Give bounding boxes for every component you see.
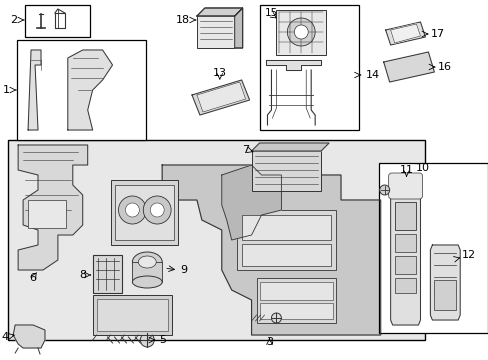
- Circle shape: [140, 333, 154, 347]
- Text: 11: 11: [399, 165, 413, 175]
- Polygon shape: [197, 8, 242, 16]
- Bar: [276, 10, 325, 55]
- Bar: [259, 282, 332, 300]
- Ellipse shape: [132, 276, 162, 288]
- Bar: [433, 280, 455, 310]
- Bar: [394, 202, 416, 230]
- Polygon shape: [28, 50, 41, 130]
- Polygon shape: [266, 60, 321, 70]
- Bar: [378, 163, 487, 333]
- Bar: [110, 180, 178, 245]
- Bar: [25, 5, 89, 37]
- Bar: [251, 151, 321, 191]
- Ellipse shape: [132, 252, 162, 272]
- Text: 18: 18: [176, 15, 190, 25]
- Bar: [241, 244, 330, 266]
- Circle shape: [379, 185, 389, 195]
- Text: 15: 15: [264, 8, 277, 18]
- Text: 8: 8: [80, 270, 86, 280]
- Text: 6: 6: [29, 273, 37, 283]
- Text: 10: 10: [415, 163, 428, 173]
- Text: 3: 3: [265, 337, 272, 347]
- Bar: [92, 295, 172, 335]
- Text: 13: 13: [212, 68, 226, 78]
- Circle shape: [294, 25, 307, 39]
- Circle shape: [125, 203, 139, 217]
- Polygon shape: [390, 175, 420, 325]
- Polygon shape: [197, 82, 245, 112]
- Text: 14: 14: [365, 70, 379, 80]
- Bar: [97, 299, 168, 331]
- Bar: [92, 255, 122, 293]
- Text: 1: 1: [3, 85, 10, 95]
- Text: 12: 12: [461, 250, 475, 260]
- Ellipse shape: [138, 256, 156, 268]
- Circle shape: [287, 18, 315, 46]
- Circle shape: [150, 203, 164, 217]
- Text: 7: 7: [242, 145, 249, 155]
- Polygon shape: [234, 8, 242, 48]
- Bar: [259, 5, 358, 130]
- Circle shape: [143, 196, 171, 224]
- Bar: [256, 278, 335, 323]
- Text: 2: 2: [10, 15, 17, 25]
- Text: 16: 16: [436, 62, 450, 72]
- Text: 4: 4: [1, 332, 8, 342]
- Bar: [17, 40, 146, 140]
- Polygon shape: [192, 80, 249, 115]
- FancyBboxPatch shape: [388, 173, 422, 199]
- Bar: [394, 234, 416, 252]
- Circle shape: [271, 313, 281, 323]
- Text: 5: 5: [159, 335, 166, 345]
- Bar: [132, 262, 162, 282]
- Text: 9: 9: [180, 265, 187, 275]
- Polygon shape: [222, 165, 281, 240]
- Text: 17: 17: [429, 29, 444, 39]
- Bar: [8, 140, 425, 340]
- Bar: [394, 278, 416, 293]
- Bar: [236, 210, 335, 270]
- Bar: [28, 200, 66, 228]
- Polygon shape: [162, 165, 380, 335]
- Polygon shape: [385, 22, 425, 45]
- Bar: [394, 256, 416, 274]
- Polygon shape: [251, 143, 328, 151]
- Polygon shape: [18, 145, 87, 270]
- Bar: [241, 215, 330, 240]
- Circle shape: [118, 196, 146, 224]
- Polygon shape: [390, 24, 420, 43]
- Polygon shape: [383, 52, 433, 82]
- Bar: [259, 303, 332, 319]
- Bar: [114, 185, 174, 240]
- Polygon shape: [13, 325, 45, 348]
- Bar: [197, 16, 234, 48]
- Polygon shape: [68, 50, 112, 130]
- Polygon shape: [429, 245, 459, 320]
